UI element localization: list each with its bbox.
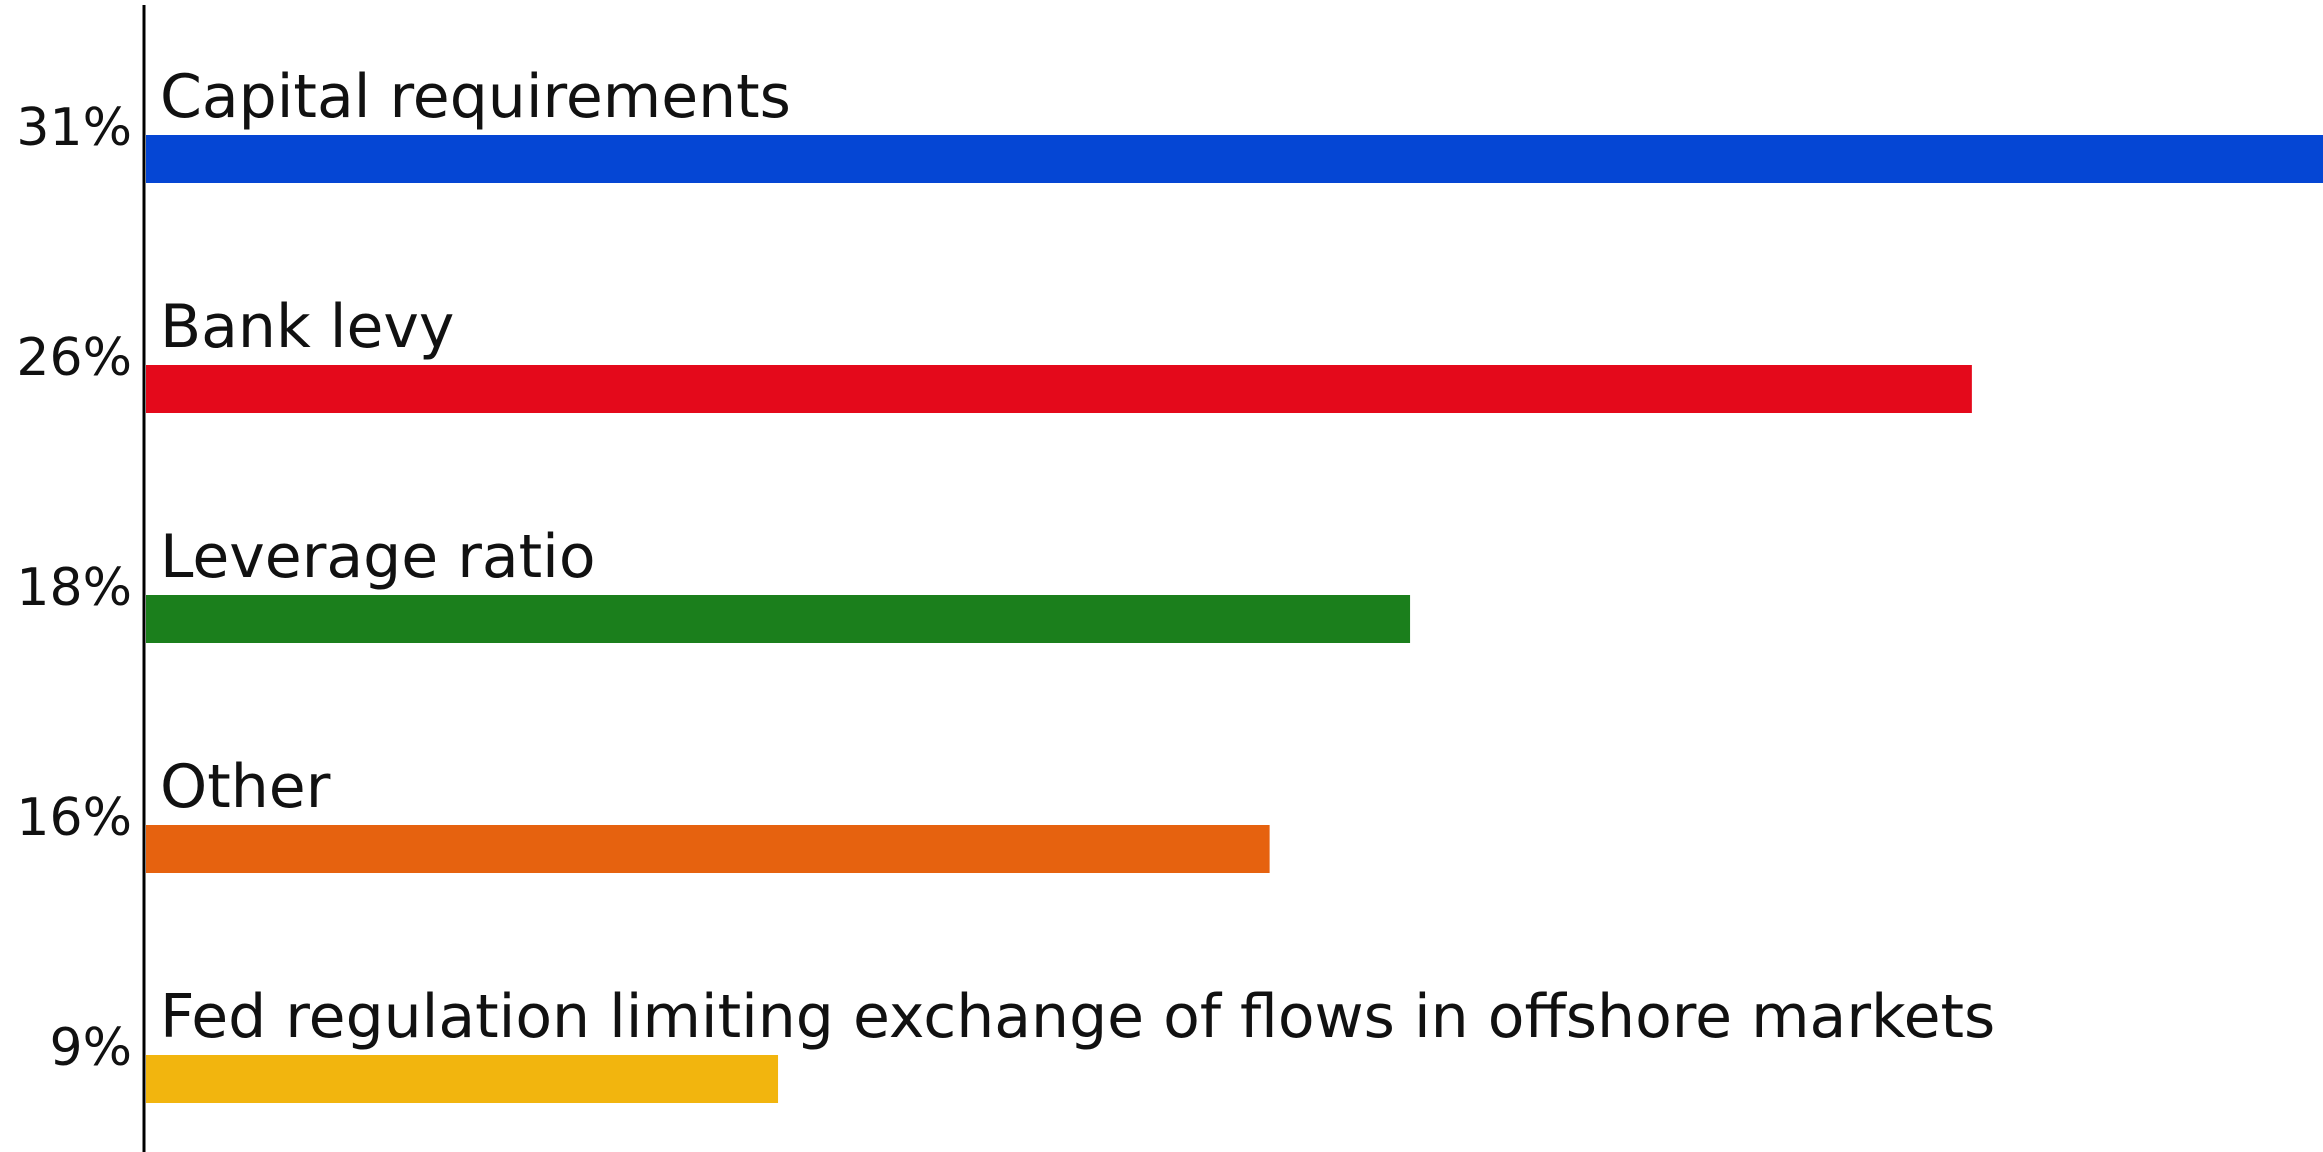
value-label: 9%: [50, 1018, 133, 1078]
value-label: 31%: [16, 98, 132, 158]
bar-3: [146, 825, 1270, 873]
value-label: 26%: [16, 328, 132, 388]
bar-1: [146, 365, 1972, 413]
bar-group: Capital requirements 31% Bank levy 26% Lever…: [16, 62, 2323, 1103]
bar-0: [146, 135, 2323, 183]
category-label: Other: [160, 752, 331, 822]
bar-4: [146, 1055, 779, 1103]
value-label: 16%: [16, 788, 132, 848]
category-label: Bank levy: [160, 292, 454, 362]
bar-2: [146, 595, 1411, 643]
value-label: 18%: [16, 558, 132, 618]
category-label: Fed regulation limiting exchange of flow…: [160, 982, 1995, 1052]
category-label: Leverage ratio: [160, 522, 596, 592]
category-label: Capital requirements: [160, 62, 791, 132]
